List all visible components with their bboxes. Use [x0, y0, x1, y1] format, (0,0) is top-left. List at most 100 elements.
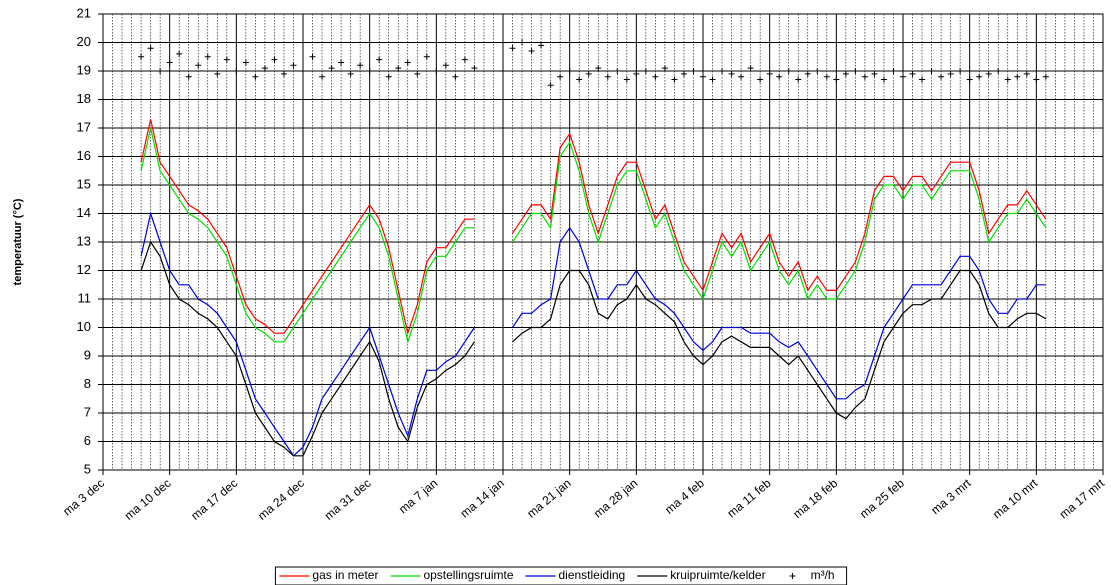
scatter-point — [661, 65, 668, 72]
scatter-point — [995, 68, 1002, 74]
y-tick-label: 20 — [77, 34, 91, 49]
legend-label: dienstleiding — [558, 568, 625, 582]
y-tick-label: 13 — [77, 233, 91, 248]
scatter-point — [842, 70, 849, 77]
x-tick-label: ma 28 jan — [591, 476, 640, 521]
x-tick-label: ma 18 feb — [790, 476, 840, 521]
y-tick-label: 21 — [77, 5, 91, 20]
scatter-point — [928, 68, 935, 74]
scatter-point — [242, 59, 249, 66]
scatter-point — [395, 65, 402, 72]
scatter-point — [976, 73, 983, 80]
x-tick-label: ma 10 dec — [122, 476, 174, 523]
scatter-point — [880, 76, 887, 83]
scatter-point — [814, 68, 821, 74]
x-tick-label: ma 4 feb — [662, 476, 707, 517]
scatter-point — [680, 70, 687, 77]
legend-item: opstellingsruimte — [390, 568, 514, 582]
y-tick-label: 6 — [84, 433, 91, 448]
scatter-point — [147, 45, 154, 52]
legend-item: dienstleiding — [525, 568, 625, 582]
y-tick-label: 7 — [84, 404, 91, 419]
scatter-point — [442, 62, 449, 69]
scatter-point — [738, 73, 745, 80]
x-tick-label: ma 17 mrt — [1057, 476, 1108, 522]
scatter-point — [471, 65, 478, 72]
scatter-point — [1004, 76, 1011, 83]
scatter-point — [642, 68, 649, 74]
x-tick-label: ma 17 dec — [188, 476, 240, 523]
scatter-point — [985, 70, 992, 77]
series-line — [140, 119, 475, 336]
series-line — [512, 140, 1047, 301]
scatter-point — [623, 76, 630, 83]
plot-frame — [102, 13, 1104, 471]
scatter-point — [557, 73, 564, 80]
scatter-point — [614, 68, 621, 74]
x-tick-label: ma 3 dec — [60, 476, 107, 518]
scatter-point — [433, 68, 440, 74]
scatter-point — [633, 70, 640, 77]
legend-label: kruipruimte/kelder — [670, 568, 765, 582]
scatter-point — [909, 70, 916, 77]
scatter-point — [747, 65, 754, 72]
x-tick-label: ma 10 mrt — [990, 476, 1041, 522]
scatter-point — [280, 70, 287, 77]
scatter-point — [319, 73, 326, 80]
scatter-point — [861, 73, 868, 80]
scatter-point — [671, 76, 678, 83]
legend-box — [274, 566, 848, 585]
scatter-point — [890, 68, 897, 74]
y-tick-label: 14 — [77, 205, 91, 220]
scatter-point — [652, 73, 659, 80]
y-tick-label: 15 — [77, 176, 91, 191]
scatter-point — [823, 73, 830, 80]
legend-swatch — [789, 573, 796, 579]
scatter-point — [376, 56, 383, 63]
scatter-point — [604, 73, 611, 80]
y-tick-label: 10 — [77, 319, 91, 334]
y-axis-title: temperatuur (°C) — [12, 198, 24, 285]
x-tick-label: ma 11 feb — [724, 476, 773, 521]
scatter-point — [528, 48, 535, 55]
y-tick-label: 5 — [84, 461, 91, 476]
scatter-point — [223, 56, 230, 63]
y-tick-label: 11 — [78, 290, 92, 305]
scatter-point — [900, 73, 906, 80]
scatter-point — [833, 76, 840, 83]
scatter-point — [414, 70, 421, 77]
scatter-point — [766, 70, 773, 77]
legend-item: gas in meter — [279, 568, 378, 582]
legend-item: m³/h — [789, 568, 835, 582]
scatter-point — [404, 59, 411, 66]
scatter-point — [776, 73, 783, 80]
scatter-point — [509, 45, 516, 52]
series-line — [140, 127, 475, 345]
scatter-point — [700, 73, 706, 80]
series-line — [140, 211, 475, 457]
scatter-point — [947, 70, 954, 77]
scatter-point — [719, 68, 726, 74]
scatter-point — [728, 70, 735, 77]
scatter-point — [423, 53, 430, 60]
scatter-point — [461, 56, 468, 63]
scatter-point — [938, 73, 945, 80]
scatter-point — [957, 68, 964, 74]
scatter-point — [690, 68, 697, 74]
scatter-point — [328, 65, 335, 72]
scatter-point — [538, 42, 545, 49]
scatter-point — [309, 53, 316, 60]
scatter-point — [1023, 70, 1030, 77]
x-tick-label: ma 7 jan — [396, 476, 440, 516]
scatter-point — [204, 53, 211, 60]
series-line — [512, 269, 1047, 420]
scatter-point — [452, 73, 459, 80]
scatter-point — [338, 59, 345, 66]
scatter-point — [1033, 76, 1040, 83]
scatter-point — [519, 39, 526, 46]
scatter-point — [709, 76, 716, 83]
series-line — [140, 240, 475, 457]
scatter-point — [252, 73, 259, 80]
scatter-point — [585, 70, 592, 77]
